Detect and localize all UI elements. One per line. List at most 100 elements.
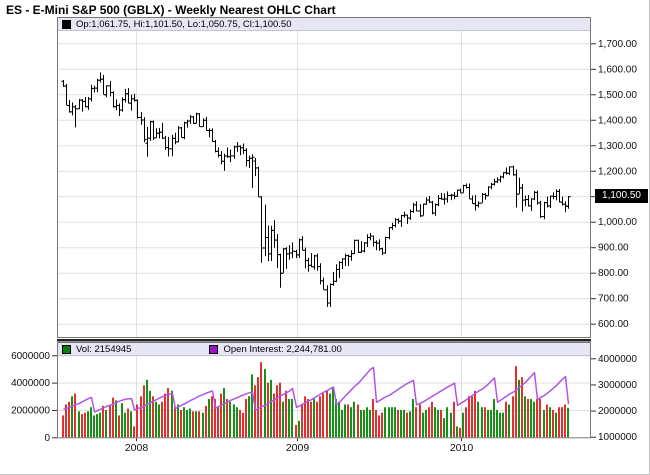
volume-bar xyxy=(211,396,213,438)
price-panel-border xyxy=(57,17,591,338)
volume-bar xyxy=(152,396,154,438)
volume-bar xyxy=(453,401,455,438)
volume-bar xyxy=(254,385,256,438)
volume-bar xyxy=(143,385,145,438)
price-tick-label: 700.00 xyxy=(598,294,629,305)
volume-bar xyxy=(251,374,253,438)
price-tick-label: 1,200.00 xyxy=(598,166,637,177)
price-panel-legend: Op:1,061.75, Hi:1,101.50, Lo:1,050.75, C… xyxy=(58,18,590,31)
volume-bar xyxy=(109,405,111,438)
volume-bar xyxy=(96,414,98,438)
volume-bar xyxy=(130,411,132,438)
volume-bar xyxy=(87,411,89,438)
volume-tick-label: 4000000 xyxy=(11,378,50,389)
volume-bar xyxy=(226,399,228,438)
volume-bar xyxy=(115,400,117,438)
volume-bar xyxy=(484,407,486,438)
price-tick-label: 800.00 xyxy=(598,268,629,279)
volume-bar xyxy=(127,408,129,438)
volume-bar xyxy=(245,399,247,438)
volume-bar xyxy=(403,409,405,438)
volume-bar xyxy=(350,407,352,438)
price-tick-label: 1,700.00 xyxy=(598,39,637,50)
volume-bar xyxy=(549,407,551,438)
volume-bar xyxy=(437,409,439,438)
volume-bar xyxy=(344,404,346,438)
volume-bar xyxy=(279,382,281,438)
volume-bar xyxy=(515,366,517,438)
chart-title: ES - E-Mini S&P 500 (GBLX) - Weekly Near… xyxy=(6,3,336,17)
volume-bar xyxy=(78,411,80,438)
volume-bar xyxy=(99,412,101,438)
volume-bar xyxy=(121,403,123,438)
volume-bar xyxy=(291,399,293,438)
volume-bar xyxy=(450,412,452,438)
price-tick-label: 1,500.00 xyxy=(598,90,637,101)
volume-bar xyxy=(536,399,538,438)
volume-bar xyxy=(462,412,464,438)
volume-bar xyxy=(468,396,470,438)
volume-bar xyxy=(406,412,408,438)
price-tick-label: 1,400.00 xyxy=(598,115,637,126)
volume-bar xyxy=(459,427,461,438)
ohlc-legend-swatch-icon xyxy=(62,19,71,29)
volume-bar xyxy=(477,401,479,438)
volume-bar xyxy=(81,414,83,438)
volume-bar xyxy=(493,399,495,438)
volume-bar xyxy=(239,409,241,438)
volume-bar xyxy=(149,390,151,438)
volume-bar xyxy=(214,399,216,438)
volume-bar xyxy=(412,399,414,438)
volume-bar xyxy=(533,401,535,438)
volume-bar xyxy=(295,424,297,438)
volume-bar xyxy=(174,407,176,438)
volume-bar xyxy=(428,407,430,438)
volume-bar xyxy=(288,399,290,438)
volume-bar xyxy=(282,401,284,438)
volume-bar xyxy=(415,407,417,438)
volume-tick-label: 6000000 xyxy=(11,351,50,362)
volume-bar xyxy=(158,404,160,438)
volume-bar xyxy=(369,409,371,438)
volume-bar xyxy=(530,399,532,438)
volume-bar xyxy=(496,409,498,438)
volume-bar xyxy=(301,404,303,438)
volume-bar xyxy=(93,415,95,438)
volume-bar xyxy=(471,396,473,438)
ohlc-legend-text: Op:1,061.75, Hi:1,101.50, Lo:1,050.75, C… xyxy=(76,18,292,30)
oi-tick-label: 3000000 xyxy=(598,380,637,391)
price-tick-label: 900.00 xyxy=(598,243,629,254)
volume-bar xyxy=(161,401,163,438)
volume-bar xyxy=(205,405,207,438)
volume-bar xyxy=(217,407,219,438)
volume-bar xyxy=(443,418,445,438)
volume-bar xyxy=(90,407,92,438)
volume-bar xyxy=(527,399,529,438)
volume-legend-text: Vol: 2154945 xyxy=(76,343,132,355)
volume-bar xyxy=(105,409,107,438)
volume-bar xyxy=(183,407,185,438)
volume-bar xyxy=(499,412,501,438)
volume-bar xyxy=(195,411,197,438)
volume-bar xyxy=(329,393,331,438)
volume-bar xyxy=(155,401,157,438)
oi-tick-label: 4000000 xyxy=(598,354,637,365)
volume-bar xyxy=(112,397,114,438)
volume-bar xyxy=(192,411,194,438)
volume-bar xyxy=(62,415,64,438)
volume-bar xyxy=(233,404,235,438)
volume-bar xyxy=(505,401,507,438)
oi-tick-label: 1000000 xyxy=(598,432,637,443)
volume-bar xyxy=(186,409,188,438)
volume-bar xyxy=(313,399,315,438)
volume-bar xyxy=(171,390,173,438)
volume-bar xyxy=(332,388,334,438)
volume-bar xyxy=(446,407,448,438)
volume-bar xyxy=(512,396,514,438)
volume-bar xyxy=(180,409,182,438)
volume-bar xyxy=(347,404,349,438)
oi-tick-label: 2000000 xyxy=(598,406,637,417)
volume-bar xyxy=(341,409,343,438)
volume-bar xyxy=(465,407,467,438)
